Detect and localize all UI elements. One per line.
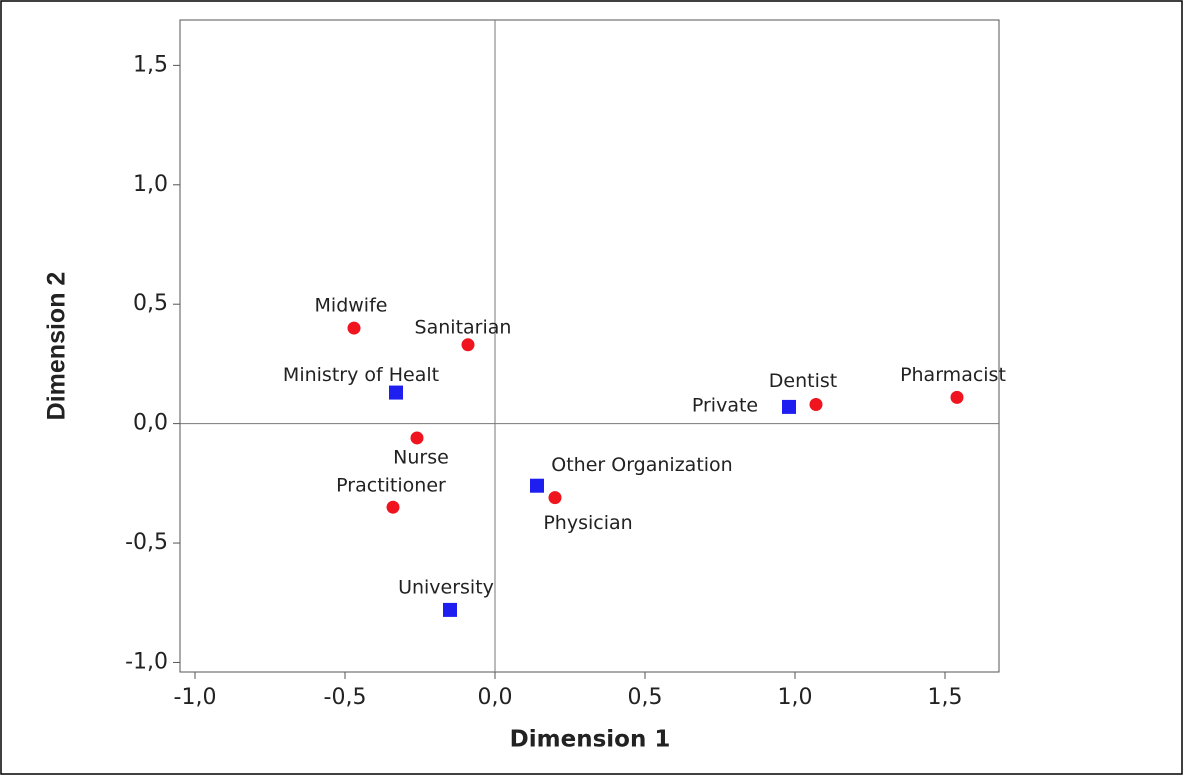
x-tick-label: -1,0 [174, 685, 217, 710]
point-label: Pharmacist [900, 364, 1006, 386]
x-tick-label: 1,5 [928, 685, 963, 710]
circle-point [410, 431, 424, 445]
y-tick-label: 1,5 [133, 52, 168, 77]
point-label: Sanitarian [415, 316, 512, 338]
x-tick-label: 0,5 [628, 685, 663, 710]
y-tick-label: 1,0 [133, 172, 168, 197]
square-point [530, 478, 544, 493]
point-label: Nurse [393, 446, 449, 468]
point-label: Physician [543, 512, 632, 534]
y-tick-label: 0,5 [133, 291, 168, 316]
circle-point [950, 390, 964, 404]
circle-point [386, 500, 400, 514]
y-tick-label: 0,0 [133, 411, 168, 436]
x-tick-label: 1,0 [778, 685, 813, 710]
x-tick-label: -0,5 [324, 685, 367, 710]
x-tick-label: 0,0 [478, 685, 513, 710]
y-tick-label: -1,0 [125, 649, 168, 674]
point-label: Other Organization [551, 454, 732, 476]
point-label: Dentist [769, 370, 837, 392]
circle-point [548, 491, 562, 505]
plot-area [179, 19, 1000, 673]
circle-point [809, 398, 823, 412]
square-point [389, 385, 403, 400]
square-point [782, 399, 796, 414]
y-tick-label: -0,5 [125, 530, 168, 555]
point-label: Ministry of Healt [283, 364, 439, 386]
point-label: Midwife [315, 295, 388, 317]
point-label: Private [692, 394, 758, 416]
point-label: Practitioner [336, 475, 446, 497]
square-point [443, 602, 457, 617]
x-axis-label: Dimension 1 [510, 727, 671, 753]
y-axis-label: Dimension 2 [43, 272, 71, 421]
point-label: University [398, 576, 494, 598]
circle-point [347, 321, 361, 335]
circle-point [461, 338, 475, 352]
